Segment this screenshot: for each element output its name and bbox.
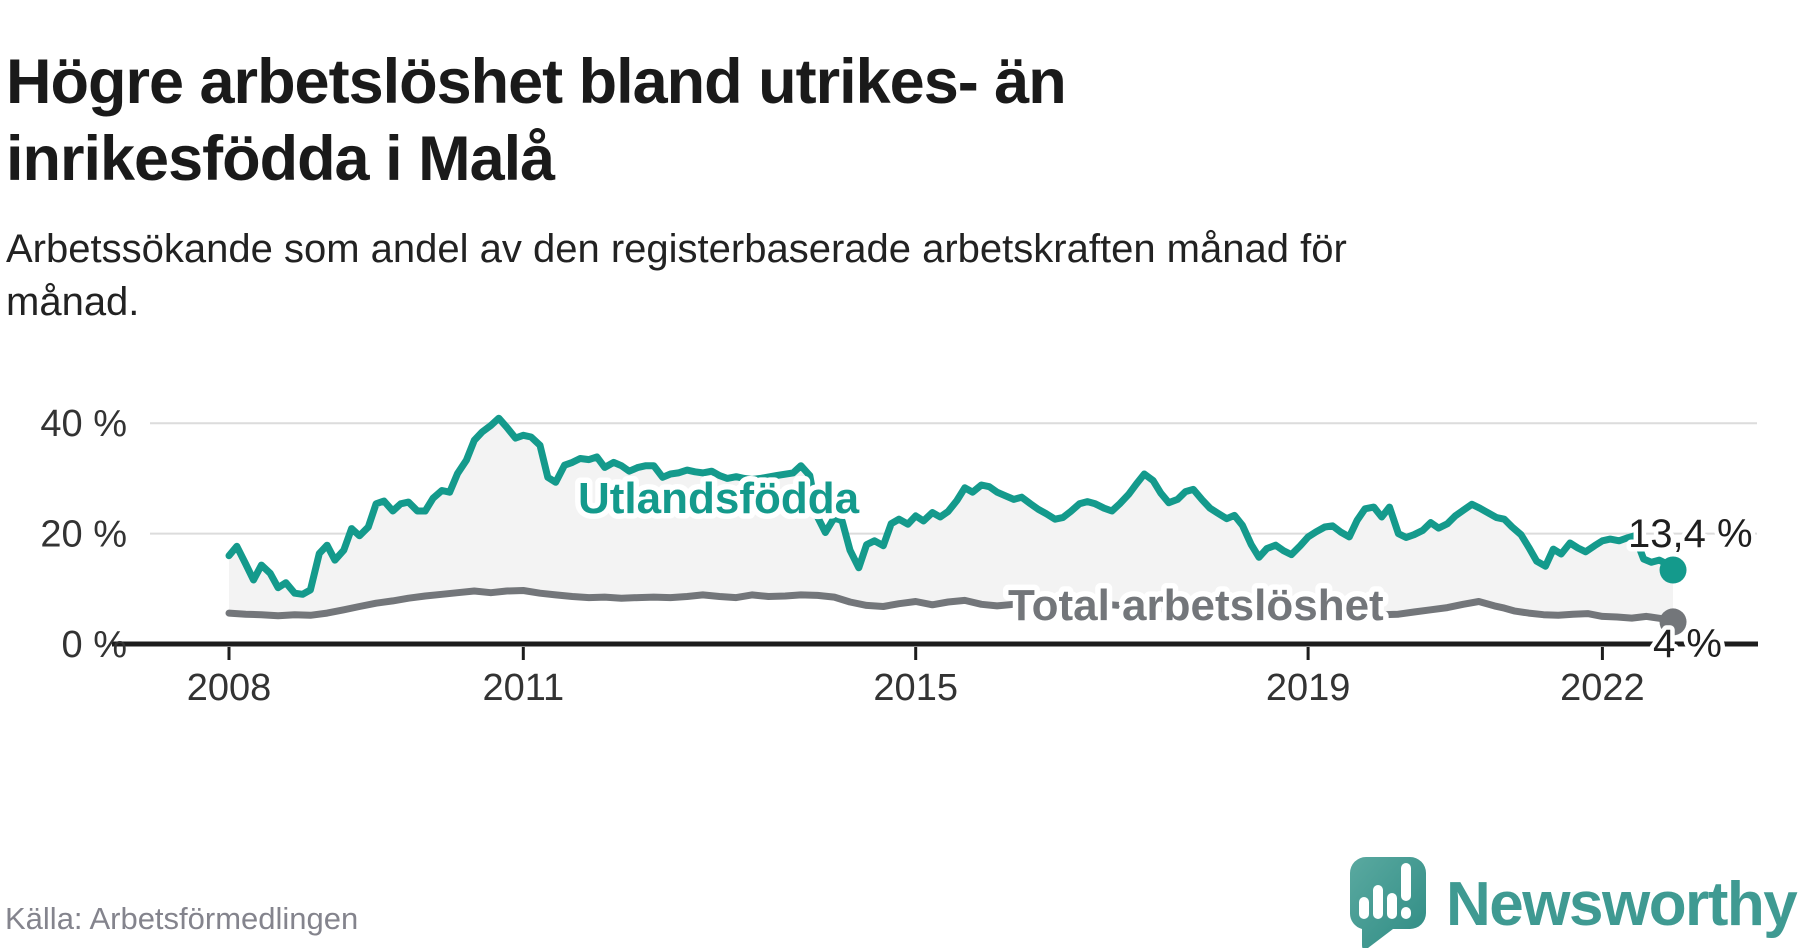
- y-tick-label: 40 %: [40, 403, 127, 445]
- page-title: Högre arbetslöshet bland utrikes- än inr…: [6, 44, 1506, 198]
- chart-subtitle-line-1: Arbetssökande som andel av den registerb…: [6, 227, 1347, 271]
- series-end-value-label: 13,4 %: [1628, 512, 1753, 556]
- newsworthy-logo: Newsworthy: [1342, 850, 1800, 948]
- unemployment-line-chart: 0 % 20 % 40 % 2008 2011 2015 2019 2022 Utlandsfö…: [0, 320, 1800, 750]
- y-tick-label: 0 %: [62, 624, 127, 666]
- x-tick-label: 2015: [873, 667, 958, 709]
- source-note: Källa: Arbetsförmedlingen: [5, 901, 359, 936]
- chart-canvas: 0 % 20 % 40 % 2008 2011 2015 2019 2022 Utlandsfö…: [40, 403, 1758, 709]
- x-tick-label: 2011: [482, 667, 564, 709]
- series-end-dot: [1659, 608, 1687, 636]
- series-line: [225, 414, 1677, 598]
- area-fill: [229, 418, 1673, 644]
- x-tick-label: 2008: [187, 667, 272, 709]
- series-end-value-label: 4 %: [1653, 622, 1722, 666]
- chart-subtitle-line-2: månad.: [6, 279, 140, 324]
- x-tick-label: 2022: [1560, 667, 1645, 709]
- newsworthy-wordmark: Newsworthy: [1446, 870, 1798, 939]
- area-fill: [229, 590, 1673, 644]
- x-tick-label: 2019: [1266, 667, 1351, 709]
- chart-subtitle: Arbetssökande som andel av den registerb…: [6, 223, 1506, 329]
- page-title-line-1: Högre arbetslöshet bland utrikes- än: [6, 47, 1067, 118]
- page-title-line-2: inrikesfödda i Malå: [6, 124, 555, 195]
- series-line: [225, 587, 1677, 626]
- newsworthy-speech-bubble-chart-icon: [1350, 857, 1426, 948]
- series-label: Total arbetslöshet: [1008, 581, 1384, 630]
- series-label: Utlandsfödda: [578, 474, 860, 523]
- y-tick-label: 20 %: [40, 514, 127, 556]
- series-end-dot: [1659, 556, 1687, 584]
